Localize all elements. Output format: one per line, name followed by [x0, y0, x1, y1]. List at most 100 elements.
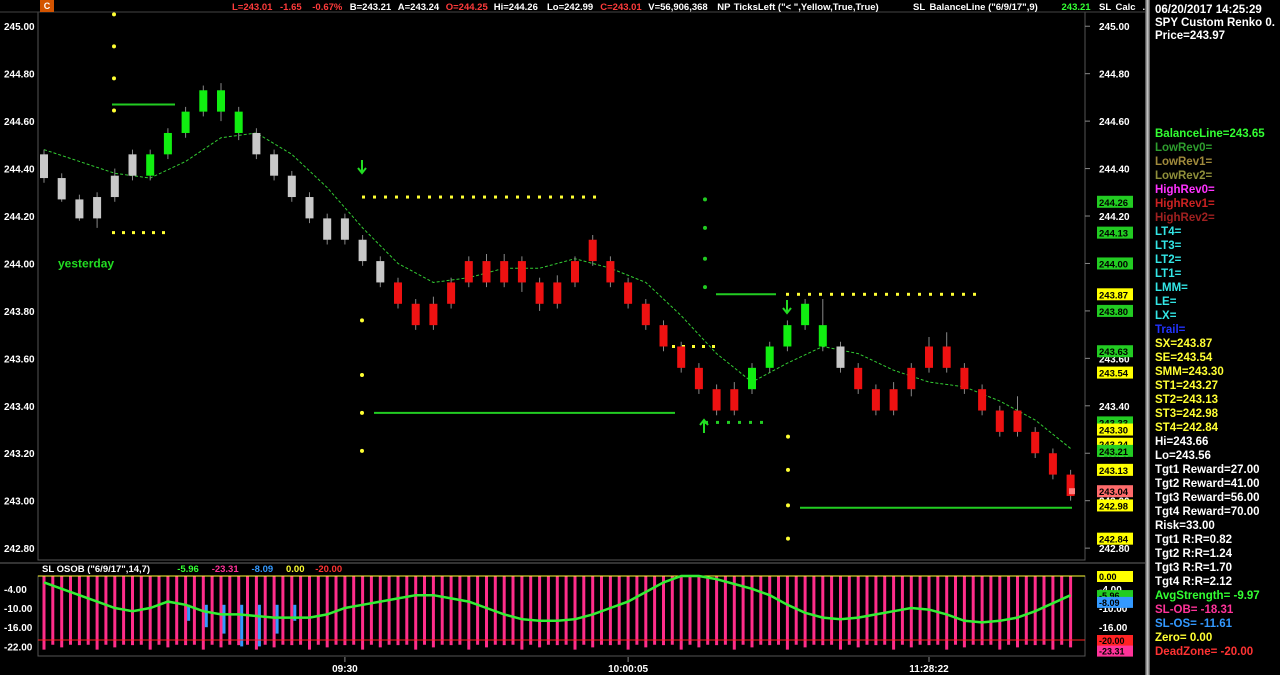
- osc-legend-item: -20.00: [315, 564, 342, 575]
- level-dot: [738, 420, 741, 424]
- osc-y-tick-label: -22.00: [4, 642, 33, 653]
- candle-body: [889, 389, 898, 411]
- x-tick-label: 09:30: [332, 664, 358, 675]
- y-tick-label-left: 242.80: [4, 544, 35, 555]
- level-dot: [885, 292, 888, 296]
- info-line: DeadZone= -20.00: [1155, 646, 1254, 658]
- info-line: Tgt1 R:R=0.82: [1155, 534, 1233, 546]
- up-arrow-icon: [699, 418, 709, 433]
- level-dot: [786, 467, 790, 472]
- level-dot: [494, 195, 497, 199]
- candle-body: [500, 261, 509, 283]
- osc-y-tick-label: -4.00: [4, 585, 27, 596]
- header-item: Calc: [1116, 2, 1136, 13]
- price-level-badge: [1097, 423, 1133, 436]
- level-dot: [797, 292, 800, 296]
- level-dot: [112, 44, 116, 49]
- price-level-label: 243.80: [1099, 307, 1128, 318]
- y-tick-label-left: 243.00: [4, 497, 35, 508]
- y-tick-label-right: 244.40: [1099, 165, 1130, 176]
- candle-body: [340, 218, 349, 240]
- info-line: SPY Custom Renko 0.: [1155, 17, 1275, 29]
- candle-body: [712, 389, 721, 411]
- header-item: O=244.25: [446, 2, 489, 13]
- info-line: SE=243.54: [1155, 352, 1213, 364]
- price-level-badge: [1097, 304, 1133, 317]
- candle-body: [978, 389, 987, 411]
- level-dot: [907, 292, 910, 296]
- candle-body: [323, 218, 332, 240]
- y-tick-label-right: 243.60: [1099, 354, 1130, 365]
- level-dot: [560, 195, 563, 199]
- level-dot: [929, 292, 932, 296]
- info-line: Tgt1 Reward=27.00: [1155, 464, 1260, 476]
- level-dot: [362, 195, 365, 199]
- info-line: LowRev1=: [1155, 156, 1213, 168]
- level-dot: [749, 420, 752, 424]
- header-item: -0.67%: [312, 2, 343, 13]
- down-arrow-icon: [357, 160, 367, 175]
- y-tick-label-right: 244.20: [1099, 212, 1130, 223]
- header-item: NP: [717, 2, 731, 13]
- osc-legend-item: SL OSOB ("6/9/17",14,7): [42, 564, 150, 575]
- level-dot: [439, 195, 442, 199]
- price-level-badge: [1097, 366, 1133, 379]
- candle-body: [358, 239, 367, 262]
- level-dot: [112, 12, 116, 17]
- candle-body: [57, 178, 66, 200]
- price-level-badge: [1097, 257, 1133, 270]
- level-dot: [830, 292, 833, 296]
- osc-legend-item: -8.09: [252, 564, 274, 575]
- info-line: Hi=243.66: [1155, 436, 1209, 448]
- candle-body: [199, 90, 208, 112]
- level-dot: [549, 195, 552, 199]
- renko-chart[interactable]: L=243.01 -1.65 -0.67% B=243.21 A=243.24 O=244…: [0, 0, 1145, 675]
- candle-body: [765, 346, 774, 368]
- candle-body: [694, 367, 703, 390]
- level-dot: [461, 195, 464, 199]
- price-level-label: 243.63: [1099, 347, 1128, 358]
- level-dot: [703, 197, 707, 202]
- price-level-badge: [1097, 444, 1133, 457]
- osc-level-badge: [1097, 635, 1133, 646]
- candle-body: [429, 303, 438, 326]
- info-line: SMM=243.30: [1155, 366, 1224, 378]
- header-item: ...: [1143, 2, 1146, 13]
- chart-type-tag[interactable]: C: [40, 0, 54, 12]
- info-line: HighRev1=: [1155, 198, 1215, 210]
- down-arrow-icon: [782, 300, 792, 315]
- info-line: LT1=: [1155, 268, 1182, 280]
- x-tick-label: 11:28:22: [909, 664, 949, 675]
- info-line: Tgt2 Reward=41.00: [1155, 478, 1260, 490]
- candle-body: [801, 303, 810, 326]
- info-line: SX=243.87: [1155, 338, 1213, 350]
- price-level-label: 243.21: [1099, 447, 1129, 458]
- price-level-label: 243.13: [1099, 466, 1128, 477]
- level-dot: [593, 195, 596, 199]
- price-level-label: 244.26: [1099, 198, 1128, 209]
- info-line: Zero= 0.00: [1155, 632, 1213, 644]
- level-dot: [918, 292, 921, 296]
- candle-body: [871, 389, 880, 411]
- candle-body: [659, 325, 668, 347]
- price-pane-frame: [37, 11, 1086, 561]
- panel-divider[interactable]: [1145, 0, 1150, 675]
- candle-body: [163, 132, 172, 155]
- candle-body: [995, 410, 1004, 432]
- candle-body: [588, 239, 597, 262]
- price-level-label: 243.30: [1099, 426, 1128, 437]
- osc-y-tick-label: -10.00: [4, 604, 33, 615]
- level-dot: [852, 292, 855, 296]
- info-line: LX=: [1155, 310, 1177, 322]
- balance-line: [43, 132, 1071, 449]
- info-line: LT3=: [1155, 240, 1182, 252]
- level-dot: [417, 195, 420, 199]
- candle-body: [1031, 431, 1040, 454]
- level-dot: [841, 292, 844, 296]
- y-tick-label-right: 242.80: [1099, 544, 1130, 555]
- candle-body: [942, 346, 951, 368]
- candle-body: [93, 197, 102, 219]
- candle-body: [517, 261, 526, 283]
- info-line: BalanceLine=243.65: [1155, 128, 1265, 140]
- level-dot: [112, 231, 115, 235]
